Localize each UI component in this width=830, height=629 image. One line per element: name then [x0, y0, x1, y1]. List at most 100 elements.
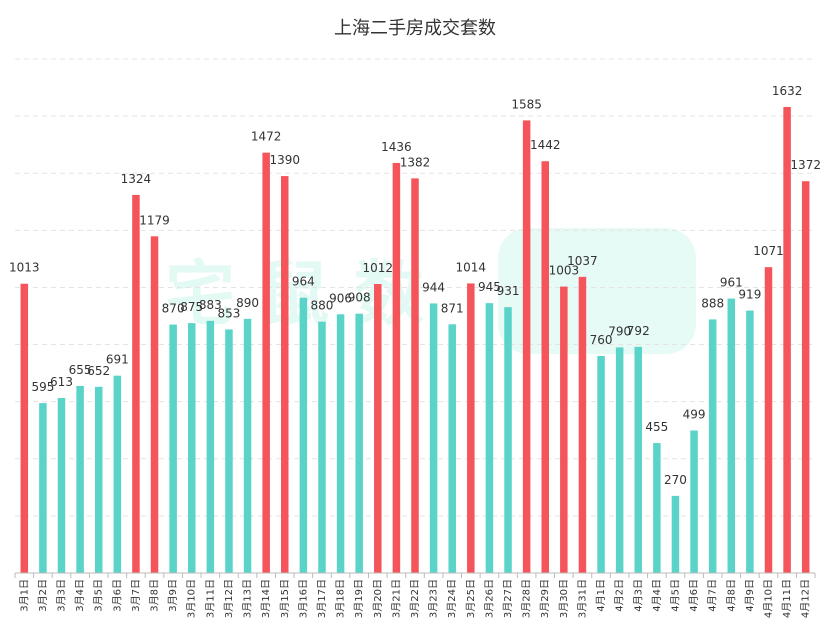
x-tick-label-8: 3月8日 — [149, 579, 161, 612]
data-label-34: 792 — [627, 324, 650, 338]
bar-19 — [355, 313, 363, 573]
bar-27 — [504, 307, 512, 573]
bar-7 — [132, 194, 140, 573]
bar-22 — [411, 178, 419, 573]
bar-16 — [299, 297, 308, 573]
x-tick-label-27: 3月27日 — [502, 579, 514, 618]
bar-29 — [541, 161, 549, 573]
data-label-31: 1037 — [567, 254, 598, 268]
data-label-13: 890 — [236, 296, 259, 310]
x-tick-label-1: 3月1日 — [18, 579, 30, 612]
x-tick-label-14: 3月14日 — [260, 579, 272, 618]
data-label-3: 613 — [50, 375, 73, 389]
bar-6 — [113, 375, 122, 573]
bar-26 — [485, 303, 494, 573]
x-tick-label-12: 3月12日 — [223, 579, 235, 618]
bar-25 — [467, 283, 475, 573]
bar-37 — [690, 430, 698, 573]
data-label-4: 655 — [69, 363, 92, 377]
bar-15 — [281, 176, 289, 574]
x-tick-label-15: 3月15日 — [279, 579, 291, 618]
x-tick-label-2: 3月2日 — [37, 579, 49, 612]
data-label-16: 964 — [292, 275, 315, 289]
bar-34 — [634, 346, 643, 573]
bar-12 — [225, 329, 233, 573]
data-label-19: 908 — [348, 291, 371, 305]
bar-18 — [336, 314, 345, 573]
data-label-15: 1390 — [269, 153, 300, 167]
bar-20 — [374, 284, 382, 573]
bar-8 — [150, 236, 159, 573]
bar-17 — [318, 321, 326, 573]
x-tick-label-6: 3月6日 — [111, 579, 123, 612]
bar-21 — [392, 162, 401, 574]
x-tick-label-38: 4月7日 — [707, 579, 719, 612]
data-label-37: 499 — [683, 408, 706, 422]
bar-13 — [243, 318, 252, 573]
data-label-21: 1436 — [381, 140, 412, 154]
x-tick-label-37: 4月6日 — [688, 579, 700, 612]
data-label-41: 1071 — [753, 244, 784, 258]
bar-31 — [578, 276, 587, 573]
data-label-18: 906 — [329, 291, 352, 305]
x-tick-label-21: 3月21日 — [390, 579, 402, 618]
data-label-27: 931 — [497, 284, 520, 298]
data-label-40: 919 — [738, 288, 761, 302]
data-label-12: 853 — [218, 306, 241, 320]
data-label-23: 944 — [422, 280, 445, 294]
bar-14 — [262, 152, 270, 573]
data-label-36: 270 — [664, 473, 687, 487]
chart-title: 上海二手房成交套数 — [334, 18, 496, 39]
data-label-17: 880 — [311, 299, 334, 313]
bar-1 — [20, 283, 29, 573]
bar-4 — [76, 385, 84, 573]
data-label-2: 595 — [31, 380, 54, 394]
x-axis-ticks: 3月1日 3月2日 3月3日 3月4日 3月5日 3月6日 3月7日 3月8日 3月9日 3月10… — [14, 573, 816, 618]
data-label-42: 1632 — [772, 84, 803, 98]
bar-41 — [764, 267, 773, 573]
x-tick-label-5: 3月5日 — [93, 579, 105, 612]
x-tick-label-34: 4月3日 — [632, 579, 644, 612]
bar-23 — [429, 303, 438, 573]
x-tick-label-3: 3月3日 — [56, 579, 68, 612]
data-label-38: 888 — [701, 296, 724, 310]
data-label-32: 760 — [590, 333, 613, 347]
data-label-30: 1003 — [549, 264, 580, 278]
data-label-43: 1372 — [790, 158, 821, 172]
data-label-10: 875 — [180, 300, 203, 314]
x-tick-label-33: 4月2日 — [614, 579, 626, 612]
bar-11 — [206, 320, 215, 573]
x-tick-label-35: 4月4日 — [651, 579, 663, 612]
bar-9 — [169, 324, 177, 573]
x-tick-label-43: 4月12日 — [800, 579, 812, 618]
data-label-7: 1324 — [121, 172, 152, 186]
x-tick-label-20: 3月20日 — [372, 579, 384, 618]
bar-28 — [522, 120, 531, 574]
x-tick-label-26: 3月26日 — [483, 579, 495, 618]
data-label-20: 1012 — [363, 261, 394, 275]
x-tick-label-42: 4月11日 — [781, 579, 793, 618]
bar-5 — [94, 386, 103, 573]
bar-40 — [746, 310, 754, 573]
x-tick-label-30: 3月30日 — [558, 579, 570, 618]
data-label-28: 1585 — [511, 97, 542, 111]
data-labels: 1013595613655652691132411798708758838538… — [9, 84, 821, 487]
x-tick-label-23: 3月23日 — [428, 579, 440, 618]
data-label-29: 1442 — [530, 138, 561, 152]
data-label-9: 870 — [162, 302, 185, 316]
bar-32 — [597, 355, 605, 573]
x-tick-label-32: 4月1日 — [595, 579, 607, 612]
bar-36 — [671, 495, 680, 573]
data-label-5: 652 — [87, 364, 110, 378]
bar-42 — [783, 106, 791, 574]
data-label-26: 945 — [478, 280, 501, 294]
data-label-14: 1472 — [251, 130, 282, 144]
x-tick-label-41: 4月10日 — [762, 579, 774, 618]
bar-24 — [448, 324, 456, 573]
data-label-33: 790 — [608, 324, 631, 338]
x-tick-label-28: 3月28日 — [521, 579, 533, 618]
x-tick-label-25: 3月25日 — [465, 579, 477, 618]
bar-series — [20, 106, 810, 574]
